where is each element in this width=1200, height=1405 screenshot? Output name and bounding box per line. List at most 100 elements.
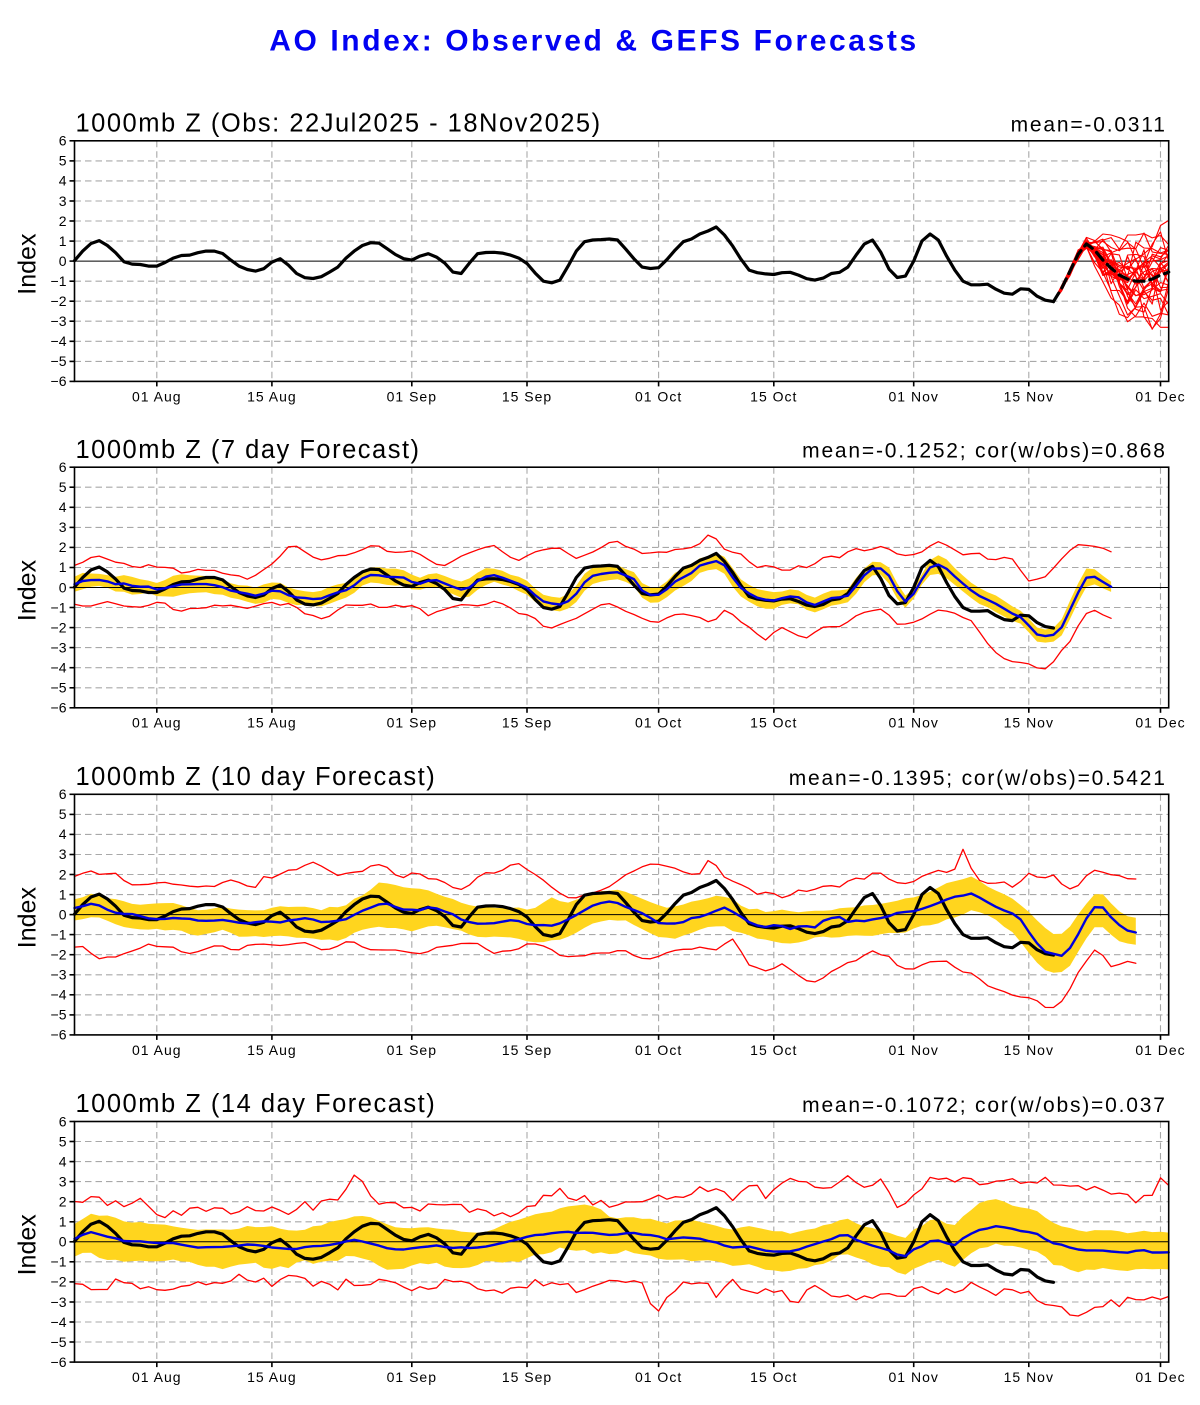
svg-text:−4: −4 xyxy=(51,987,67,1003)
svg-text:−6: −6 xyxy=(51,1027,67,1043)
svg-text:15 Sep: 15 Sep xyxy=(502,1369,552,1385)
svg-text:Index: Index xyxy=(14,559,42,621)
svg-text:2: 2 xyxy=(59,213,67,229)
svg-text:01 Sep: 01 Sep xyxy=(387,388,437,404)
svg-text:−1: −1 xyxy=(51,273,67,289)
svg-text:01 Aug: 01 Aug xyxy=(132,715,182,731)
svg-text:01 Aug: 01 Aug xyxy=(132,1369,182,1385)
svg-text:1000mb Z (10 day Forecast): 1000mb Z (10 day Forecast) xyxy=(76,763,437,791)
svg-text:−5: −5 xyxy=(51,1007,67,1023)
svg-text:1000mb Z (Obs: 22Jul2025 - 18N: 1000mb Z (Obs: 22Jul2025 - 18Nov2025) xyxy=(76,110,602,138)
svg-text:−3: −3 xyxy=(51,313,67,329)
svg-text:01 Oct: 01 Oct xyxy=(635,1042,682,1058)
svg-text:15 Oct: 15 Oct xyxy=(750,388,797,404)
svg-text:15 Nov: 15 Nov xyxy=(1004,1369,1054,1385)
svg-text:−4: −4 xyxy=(51,660,67,676)
svg-text:−6: −6 xyxy=(51,700,67,716)
svg-text:5: 5 xyxy=(59,153,67,169)
svg-text:01 Dec: 01 Dec xyxy=(1135,388,1185,404)
svg-text:−2: −2 xyxy=(51,619,67,635)
svg-text:6: 6 xyxy=(59,459,67,475)
svg-text:15 Sep: 15 Sep xyxy=(502,388,552,404)
svg-text:6: 6 xyxy=(59,133,67,149)
svg-text:01 Sep: 01 Sep xyxy=(387,715,437,731)
svg-text:15 Sep: 15 Sep xyxy=(502,715,552,731)
svg-text:−2: −2 xyxy=(51,1274,67,1290)
svg-text:6: 6 xyxy=(59,786,67,802)
svg-text:−6: −6 xyxy=(51,373,67,389)
svg-text:−1: −1 xyxy=(51,1254,67,1270)
svg-text:0: 0 xyxy=(59,1234,67,1250)
svg-text:15 Nov: 15 Nov xyxy=(1004,388,1054,404)
svg-text:1: 1 xyxy=(59,233,67,249)
svg-text:1: 1 xyxy=(59,559,67,575)
svg-text:0: 0 xyxy=(59,579,67,595)
svg-text:−1: −1 xyxy=(51,599,67,615)
svg-text:15 Nov: 15 Nov xyxy=(1004,1042,1054,1058)
svg-text:15 Aug: 15 Aug xyxy=(247,1042,297,1058)
svg-text:15 Aug: 15 Aug xyxy=(247,715,297,731)
svg-text:Index: Index xyxy=(14,1214,42,1276)
svg-text:−6: −6 xyxy=(51,1354,67,1370)
svg-text:4: 4 xyxy=(59,499,67,515)
svg-text:1000mb Z (14 day Forecast): 1000mb Z (14 day Forecast) xyxy=(76,1090,437,1118)
svg-text:15 Sep: 15 Sep xyxy=(502,1042,552,1058)
svg-text:01 Nov: 01 Nov xyxy=(889,1042,939,1058)
svg-text:−3: −3 xyxy=(51,1294,67,1310)
svg-text:mean=-0.0311: mean=-0.0311 xyxy=(1011,113,1167,136)
svg-text:5: 5 xyxy=(59,1133,67,1149)
svg-text:5: 5 xyxy=(59,806,67,822)
svg-text:−4: −4 xyxy=(51,1314,67,1330)
svg-text:01 Sep: 01 Sep xyxy=(387,1042,437,1058)
svg-text:01 Nov: 01 Nov xyxy=(889,1369,939,1385)
svg-text:3: 3 xyxy=(59,846,67,862)
svg-text:2: 2 xyxy=(59,1194,67,1210)
svg-text:mean=-0.1252; cor(w/obs)=0.868: mean=-0.1252; cor(w/obs)=0.868 xyxy=(802,440,1167,463)
svg-text:4: 4 xyxy=(59,826,67,842)
svg-text:mean=-0.1072; cor(w/obs)=0.037: mean=-0.1072; cor(w/obs)=0.037 xyxy=(802,1094,1167,1117)
svg-text:Index: Index xyxy=(14,887,42,949)
svg-text:01 Nov: 01 Nov xyxy=(889,715,939,731)
svg-text:01 Oct: 01 Oct xyxy=(635,1369,682,1385)
svg-text:01 Aug: 01 Aug xyxy=(132,1042,182,1058)
svg-text:01 Aug: 01 Aug xyxy=(132,388,182,404)
svg-text:Index: Index xyxy=(14,233,42,295)
svg-text:−1: −1 xyxy=(51,926,67,942)
svg-text:5: 5 xyxy=(59,479,67,495)
svg-text:01 Dec: 01 Dec xyxy=(1135,1042,1185,1058)
svg-text:01 Oct: 01 Oct xyxy=(635,388,682,404)
svg-text:−3: −3 xyxy=(51,639,67,655)
svg-text:01 Oct: 01 Oct xyxy=(635,715,682,731)
svg-text:4: 4 xyxy=(59,1153,67,1169)
svg-text:1000mb Z (7 day Forecast): 1000mb Z (7 day Forecast) xyxy=(76,436,421,464)
svg-text:3: 3 xyxy=(59,193,67,209)
svg-text:1: 1 xyxy=(59,886,67,902)
svg-text:mean=-0.1395; cor(w/obs)=0.542: mean=-0.1395; cor(w/obs)=0.5421 xyxy=(789,767,1167,790)
svg-text:−2: −2 xyxy=(51,947,67,963)
svg-text:15 Aug: 15 Aug xyxy=(247,1369,297,1385)
svg-text:15 Oct: 15 Oct xyxy=(750,1369,797,1385)
svg-text:4: 4 xyxy=(59,173,67,189)
svg-text:−2: −2 xyxy=(51,293,67,309)
svg-text:01 Dec: 01 Dec xyxy=(1135,715,1185,731)
svg-text:6: 6 xyxy=(59,1113,67,1129)
svg-text:AO Index: Observed & GEFS Fore: AO Index: Observed & GEFS Forecasts xyxy=(269,25,919,58)
svg-text:−5: −5 xyxy=(51,353,67,369)
svg-text:01 Dec: 01 Dec xyxy=(1135,1369,1185,1385)
svg-text:15 Aug: 15 Aug xyxy=(247,388,297,404)
svg-text:15 Nov: 15 Nov xyxy=(1004,715,1054,731)
svg-text:2: 2 xyxy=(59,866,67,882)
svg-text:2: 2 xyxy=(59,539,67,555)
svg-text:0: 0 xyxy=(59,253,67,269)
svg-text:−5: −5 xyxy=(51,1334,67,1350)
svg-text:3: 3 xyxy=(59,519,67,535)
svg-text:15 Oct: 15 Oct xyxy=(750,715,797,731)
svg-text:−3: −3 xyxy=(51,967,67,983)
svg-text:1: 1 xyxy=(59,1214,67,1230)
svg-text:01 Nov: 01 Nov xyxy=(889,388,939,404)
svg-text:0: 0 xyxy=(59,906,67,922)
svg-text:15 Oct: 15 Oct xyxy=(750,1042,797,1058)
svg-text:−5: −5 xyxy=(51,680,67,696)
svg-text:01 Sep: 01 Sep xyxy=(387,1369,437,1385)
svg-text:3: 3 xyxy=(59,1173,67,1189)
